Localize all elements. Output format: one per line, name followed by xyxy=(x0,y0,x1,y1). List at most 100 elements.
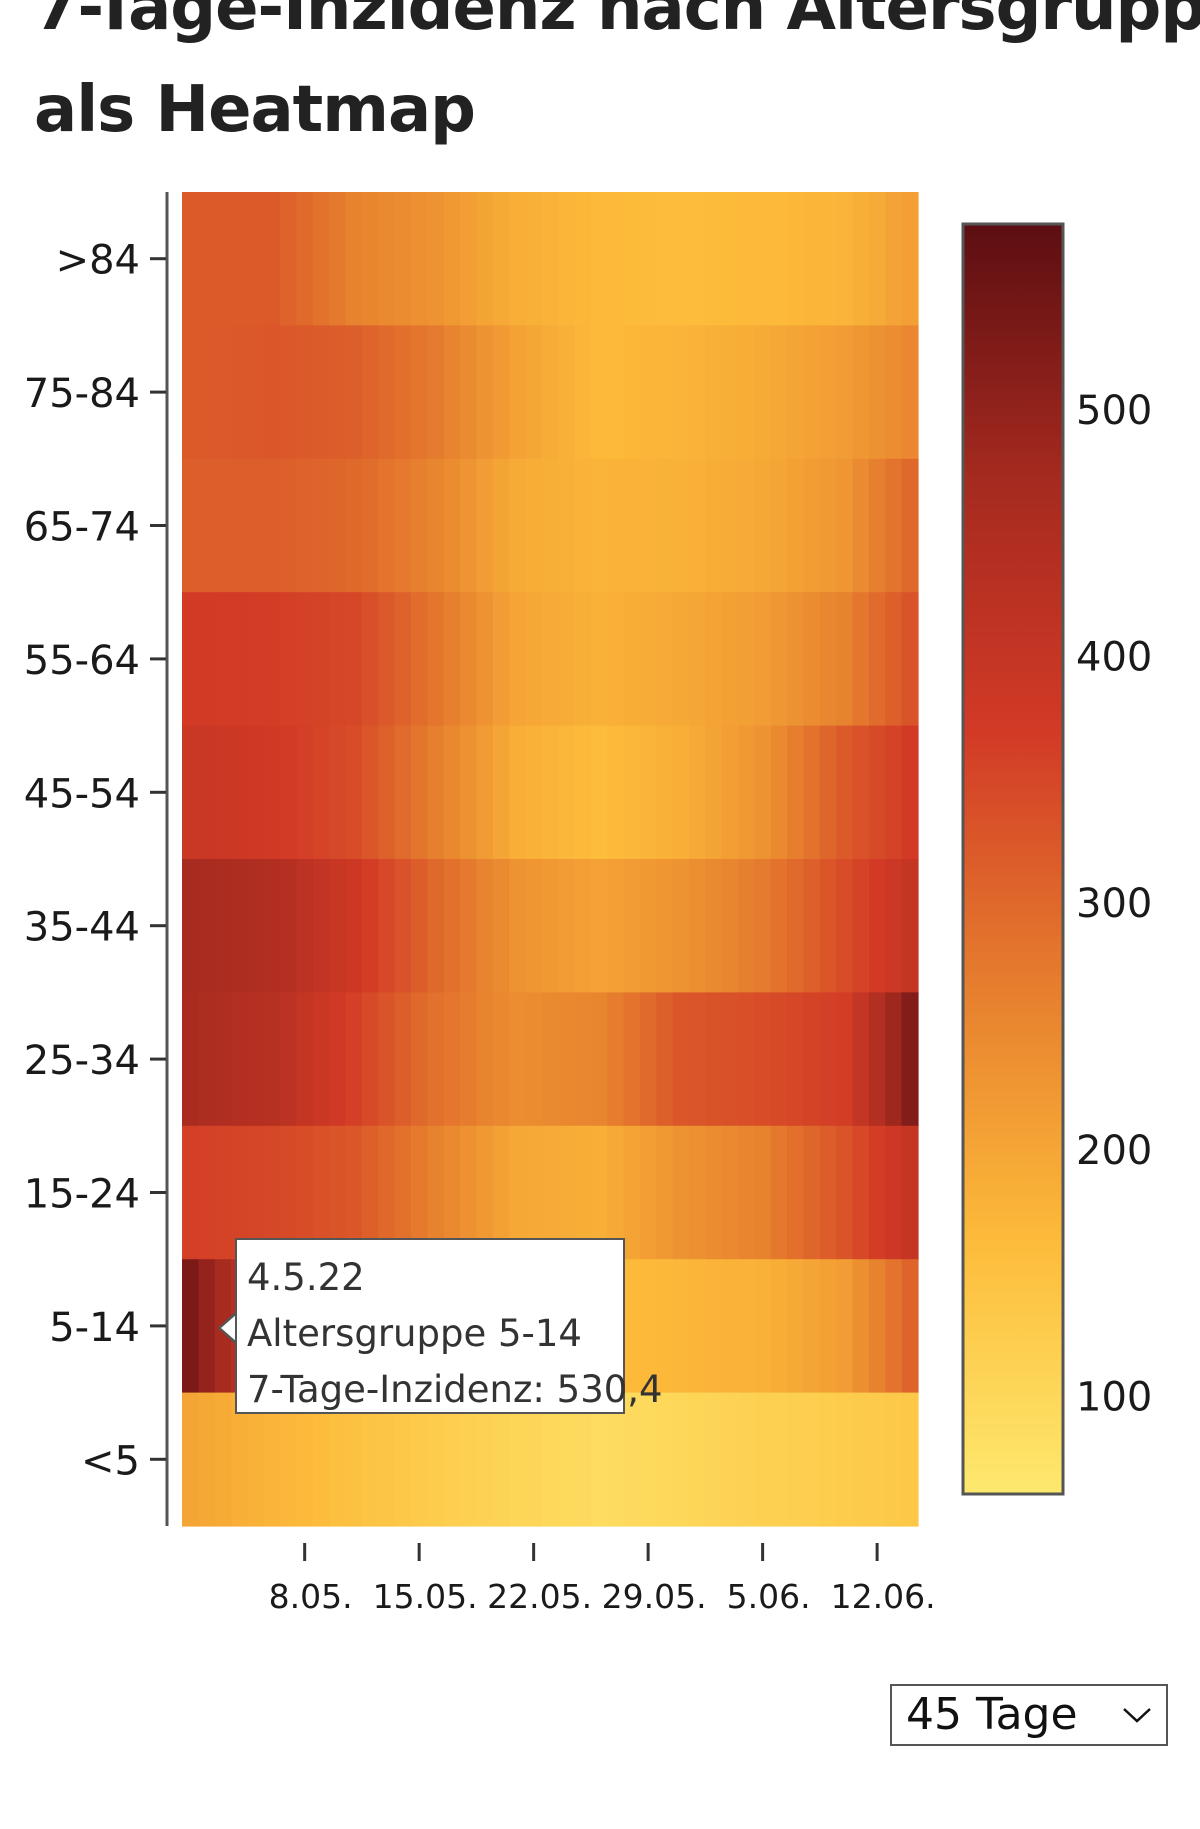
heatmap-cell[interactable] xyxy=(345,325,363,460)
heatmap-cell[interactable] xyxy=(525,725,543,860)
heatmap-cell[interactable] xyxy=(770,592,788,727)
heatmap-cell[interactable] xyxy=(623,325,641,460)
heatmap-cell[interactable] xyxy=(885,725,903,860)
heatmap-cell[interactable] xyxy=(263,458,281,593)
heatmap-cell[interactable] xyxy=(492,1392,510,1527)
heatmap-cell[interactable] xyxy=(231,992,249,1127)
heatmap-cell[interactable] xyxy=(361,992,379,1127)
heatmap-cell[interactable] xyxy=(296,325,314,460)
heatmap-cell[interactable] xyxy=(558,458,576,593)
heatmap-cell[interactable] xyxy=(787,1125,805,1260)
heatmap-cell[interactable] xyxy=(198,725,216,860)
heatmap-cell[interactable] xyxy=(345,458,363,593)
heatmap-cell[interactable] xyxy=(770,1392,788,1527)
heatmap-cell[interactable] xyxy=(721,192,739,326)
heatmap-cell[interactable] xyxy=(656,1125,674,1260)
heatmap-cell[interactable] xyxy=(672,1125,690,1260)
heatmap-cell[interactable] xyxy=(672,1259,690,1394)
heatmap-cell[interactable] xyxy=(836,192,854,326)
heatmap-cell[interactable] xyxy=(656,458,674,593)
heatmap-cell[interactable] xyxy=(754,458,772,593)
heatmap-cell[interactable] xyxy=(639,192,657,326)
heatmap-cell[interactable] xyxy=(803,592,821,727)
heatmap-cell[interactable] xyxy=(901,192,919,326)
heatmap-cell[interactable] xyxy=(443,859,461,993)
heatmap-cell[interactable] xyxy=(558,325,576,460)
heatmap-cell[interactable] xyxy=(410,725,428,860)
heatmap-cell[interactable] xyxy=(378,458,396,593)
heatmap-cell[interactable] xyxy=(312,1392,330,1527)
heatmap-cell[interactable] xyxy=(656,325,674,460)
heatmap-cell[interactable] xyxy=(182,325,199,460)
heatmap-cell[interactable] xyxy=(574,458,592,593)
heatmap-cell[interactable] xyxy=(460,725,477,860)
heatmap-cell[interactable] xyxy=(672,725,690,860)
heatmap-cell[interactable] xyxy=(868,1259,886,1394)
heatmap-cell[interactable] xyxy=(476,859,494,993)
heatmap-cell[interactable] xyxy=(410,592,428,727)
heatmap-cell[interactable] xyxy=(819,458,837,593)
heatmap-cell[interactable] xyxy=(509,458,527,593)
heatmap-cell[interactable] xyxy=(639,592,657,727)
heatmap-cell[interactable] xyxy=(214,592,232,727)
heatmap-cell[interactable] xyxy=(182,859,199,993)
heatmap-cell[interactable] xyxy=(247,992,265,1127)
heatmap-cell[interactable] xyxy=(803,992,821,1127)
heatmap-cell[interactable] xyxy=(476,725,494,860)
heatmap-cell[interactable] xyxy=(656,192,674,326)
heatmap-cell[interactable] xyxy=(819,1392,837,1527)
heatmap-cell[interactable] xyxy=(738,192,756,326)
heatmap-cell[interactable] xyxy=(198,458,216,593)
heatmap-cell[interactable] xyxy=(590,992,608,1127)
heatmap-cell[interactable] xyxy=(754,592,772,727)
heatmap-cell[interactable] xyxy=(394,325,412,460)
heatmap-cell[interactable] xyxy=(263,192,281,326)
heatmap-cell[interactable] xyxy=(738,325,756,460)
heatmap-cell[interactable] xyxy=(607,859,625,993)
heatmap-cell[interactable] xyxy=(312,992,330,1127)
heatmap-cell[interactable] xyxy=(754,1259,772,1394)
heatmap-cell[interactable] xyxy=(574,725,592,860)
heatmap-cell[interactable] xyxy=(394,1125,412,1260)
heatmap-cell[interactable] xyxy=(263,1392,281,1527)
heatmap-cell[interactable] xyxy=(476,1125,494,1260)
heatmap-cell[interactable] xyxy=(312,725,330,860)
heatmap-cell[interactable] xyxy=(721,1392,739,1527)
heatmap-cell[interactable] xyxy=(623,1259,641,1394)
heatmap-cell[interactable] xyxy=(378,725,396,860)
heatmap-cell[interactable] xyxy=(836,1259,854,1394)
heatmap-cell[interactable] xyxy=(509,725,527,860)
heatmap-cell[interactable] xyxy=(885,592,903,727)
heatmap-cell[interactable] xyxy=(312,325,330,460)
heatmap-cell[interactable] xyxy=(443,325,461,460)
heatmap-cell[interactable] xyxy=(852,859,870,993)
heatmap-cell[interactable] xyxy=(803,192,821,326)
heatmap-cell[interactable] xyxy=(868,192,886,326)
heatmap-cell[interactable] xyxy=(214,458,232,593)
heatmap-cell[interactable] xyxy=(263,325,281,460)
heatmap-cell[interactable] xyxy=(607,325,625,460)
heatmap-cell[interactable] xyxy=(329,192,347,326)
heatmap-cell[interactable] xyxy=(705,1392,723,1527)
heatmap-cell[interactable] xyxy=(803,325,821,460)
heatmap-cell[interactable] xyxy=(558,725,576,860)
heatmap-cell[interactable] xyxy=(443,992,461,1127)
heatmap-cell[interactable] xyxy=(738,859,756,993)
heatmap-cell[interactable] xyxy=(182,192,199,326)
heatmap-cell[interactable] xyxy=(525,1392,543,1527)
heatmap-cell[interactable] xyxy=(770,325,788,460)
heatmap-cell[interactable] xyxy=(689,458,706,593)
heatmap-cell[interactable] xyxy=(231,859,249,993)
heatmap-cell[interactable] xyxy=(280,992,298,1127)
heatmap-cell[interactable] xyxy=(361,192,379,326)
heatmap-cell[interactable] xyxy=(901,592,919,727)
heatmap-cell[interactable] xyxy=(214,992,232,1127)
heatmap-cell[interactable] xyxy=(885,992,903,1127)
heatmap-cell[interactable] xyxy=(754,725,772,860)
heatmap-cell[interactable] xyxy=(574,192,592,326)
heatmap-cell[interactable] xyxy=(361,1125,379,1260)
heatmap-cell[interactable] xyxy=(901,725,919,860)
heatmap-cell[interactable] xyxy=(868,859,886,993)
heatmap-cell[interactable] xyxy=(345,859,363,993)
heatmap-cell[interactable] xyxy=(803,725,821,860)
